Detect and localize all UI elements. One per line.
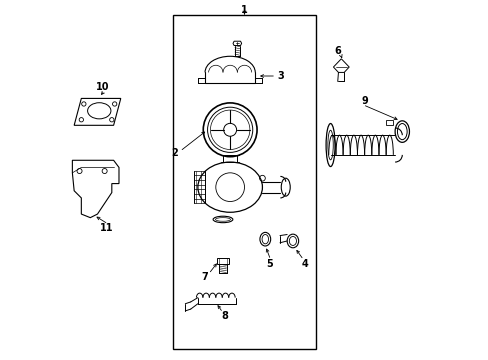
- Text: 2: 2: [171, 148, 178, 158]
- Text: 9: 9: [361, 96, 367, 106]
- Text: 3: 3: [276, 71, 283, 81]
- Bar: [172, 15, 316, 348]
- Text: 11: 11: [100, 224, 113, 233]
- Text: 1: 1: [241, 5, 247, 15]
- Bar: [386, 120, 392, 126]
- Text: 10: 10: [96, 82, 109, 92]
- Text: 8: 8: [221, 311, 228, 321]
- Text: 4: 4: [302, 259, 308, 269]
- Text: 5: 5: [265, 259, 272, 269]
- Text: 6: 6: [334, 46, 341, 56]
- Bar: [217, 258, 228, 264]
- Text: 7: 7: [201, 272, 208, 282]
